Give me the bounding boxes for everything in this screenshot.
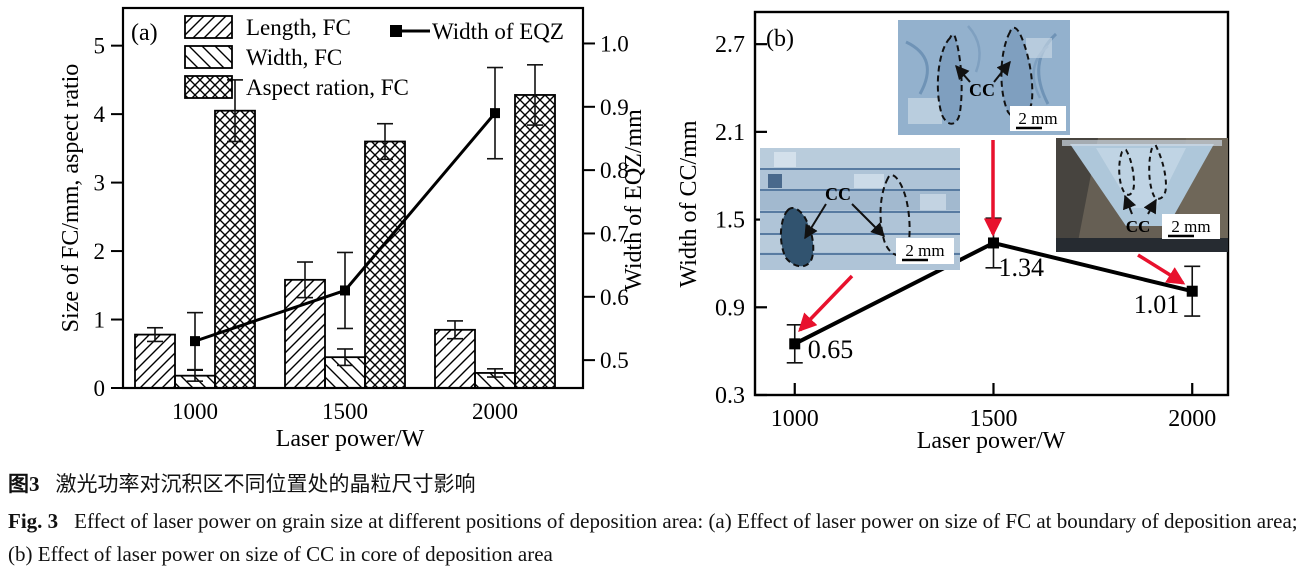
y-axis-right-title-a: Width of EQZ/mm: [621, 109, 647, 291]
panel-label-b: (b): [766, 26, 794, 52]
cc-pointer-arrow: [993, 60, 1011, 83]
cc-grain-outline: [936, 33, 963, 125]
bar-aspect-fc: [364, 140, 406, 389]
scale-bar-label: 2 mm: [1018, 109, 1057, 128]
x-axis-title-a: Laser power/W: [276, 426, 425, 452]
legend-marker-eqz: [390, 25, 402, 37]
micrograph-inset-1500w: CC 2 mm: [898, 20, 1070, 135]
cc-pointer-arrow: [1123, 194, 1137, 215]
cc-pointer-arrow: [851, 203, 885, 237]
cc-label: CC: [969, 80, 995, 100]
y-axis-title-b: Width of CC/mm: [676, 120, 702, 287]
annotation-arrow-1000w: [798, 274, 854, 332]
y-left-tick-label: 4: [94, 102, 106, 127]
legend-label-aspect-fc: Aspect ration, FC: [246, 75, 409, 100]
cc-pointer-arrow: [804, 203, 827, 240]
y-axis-left-title-a: Size of FC/mm, aspect ratio: [58, 64, 84, 333]
cc-point-label: 1.34: [998, 253, 1044, 282]
cc-grain-outline: [1118, 148, 1136, 196]
cc-point-label: 0.65: [808, 335, 854, 364]
scale-bar-label: 2 mm: [905, 241, 944, 260]
y-left-tick-label: 2: [94, 239, 106, 264]
eqz-marker: [490, 108, 500, 119]
y-tick-label: 2.7: [715, 32, 745, 58]
y-tick-label: 2.1: [715, 120, 745, 146]
eqz-marker: [190, 336, 200, 347]
x-tick-label: 1000: [771, 406, 819, 432]
cc-label: CC: [1126, 217, 1151, 236]
figure-caption: 图3 激光功率对沉积区不同位置处的晶粒尺寸影响 Fig. 3 Effect of l…: [0, 460, 1308, 571]
x-tick-label: 1500: [322, 399, 368, 424]
x-tick-label: 1500: [969, 406, 1017, 432]
legend-swatch-length-fc: [184, 15, 233, 39]
y-left-tick-label: 0: [94, 376, 106, 401]
x-tick-label: 2000: [1168, 406, 1216, 432]
cc-point-label: 1.01: [1134, 290, 1180, 319]
bar-aspect-fc: [214, 109, 256, 389]
bar-aspect-fc: [514, 94, 556, 389]
legend-label-length-fc: Length, FC: [246, 15, 351, 40]
y-tick-label: 0.9: [715, 295, 745, 321]
cc-marker: [1186, 285, 1198, 297]
y-left-tick-label: 1: [94, 308, 106, 333]
cc-grain-outline: [1000, 26, 1034, 120]
cc-pointer-arrow: [1143, 198, 1157, 215]
caption-english: Fig. 3 Effect of laser power on grain siz…: [8, 505, 1300, 571]
scale-bar-label: 2 mm: [1171, 217, 1210, 236]
figure-panels: 0 1 2 3 4 5 0.5 0.6 0.7 0.8 0.9 1.0 1000 1500 2000 (a)…: [58, 6, 1230, 454]
y-right-tick-label: 0.7: [600, 221, 629, 246]
bar-length-fc: [134, 333, 176, 389]
y-right-tick-label: 0.5: [600, 348, 629, 373]
cc-grain-outline: [780, 207, 815, 268]
micrograph-inset-2000w: CC 2 mm: [1056, 138, 1228, 252]
cc-pointer-arrow: [955, 64, 971, 83]
y-tick-label: 1.5: [715, 208, 745, 234]
y-right-tick-label: 0.8: [600, 158, 629, 183]
y-right-tick-label: 1.0: [600, 31, 629, 56]
y-left-tick-label: 3: [94, 171, 106, 196]
y-left-tick-label: 5: [94, 34, 106, 59]
eqz-marker: [340, 285, 350, 296]
micrograph-inset-1000w: CC 2 mm: [760, 148, 960, 270]
caption-en-label: Fig. 3: [8, 509, 59, 533]
x-axis-title-b: Laser power/W: [917, 428, 1066, 454]
legend-swatch-aspect-fc: [184, 75, 233, 99]
x-tick-label: 1000: [172, 399, 218, 424]
cc-label: CC: [825, 184, 851, 204]
legend-a: Length, FC Width, FC Aspect ration, FC W…: [184, 15, 564, 100]
annotation-arrows: [798, 140, 1186, 332]
panel-label-a: (a): [131, 20, 158, 46]
cc-grain-outline: [1148, 144, 1168, 200]
legend-label-width-fc: Width, FC: [246, 45, 342, 70]
legend-label-eqz: Width of EQZ: [432, 19, 564, 44]
cc-marker: [987, 237, 999, 249]
y-right-tick-label: 0.9: [600, 95, 629, 120]
y-right-tick-label: 0.6: [600, 285, 629, 310]
x-tick-label: 2000: [472, 399, 518, 424]
chart-panel-a: 0 1 2 3 4 5 0.5 0.6 0.7 0.8 0.9 1.0 1000 1500 2000 (a)…: [58, 6, 647, 452]
annotation-arrow-2000w: [1137, 253, 1186, 285]
y-tick-label: 0.3: [715, 383, 745, 409]
legend-swatch-width-fc: [184, 45, 233, 69]
plot-area-border-a: [121, 6, 585, 390]
caption-zh-text: 激光功率对沉积区不同位置处的晶粒尺寸影响: [55, 472, 476, 496]
cc-marker: [789, 338, 801, 350]
caption-zh-label: 图3: [8, 472, 40, 496]
caption-chinese: 图3 激光功率对沉积区不同位置处的晶粒尺寸影响: [8, 468, 1300, 501]
caption-en-text: Effect of laser power on grain size at d…: [8, 509, 1298, 566]
